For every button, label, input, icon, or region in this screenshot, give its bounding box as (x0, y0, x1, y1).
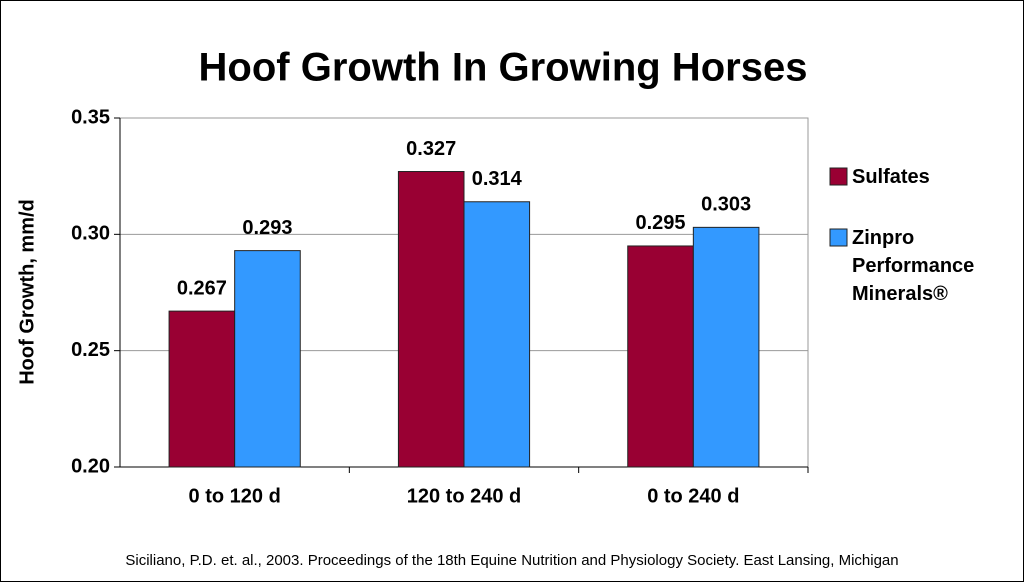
bar (692, 226, 760, 468)
bar (397, 171, 465, 468)
x-tick-label: 120 to 240 d (407, 485, 522, 507)
source-note: Siciliano, P.D. et. al., 2003. Proceedin… (125, 552, 898, 569)
value-label: 0.295 (636, 212, 686, 234)
y-tick-label: 0.35 (71, 106, 110, 128)
y-tick-label: 0.30 (71, 223, 110, 245)
value-label: 0.293 (242, 217, 292, 239)
y-axis-label: Hoof Growth, mm/d (16, 199, 38, 385)
bar (463, 201, 531, 468)
value-label: 0.327 (406, 138, 456, 160)
legend-label: Zinpro Performance Minerals® (852, 227, 975, 305)
x-tick-label: 0 to 120 d (189, 485, 281, 507)
legend-swatch (829, 228, 848, 247)
legend-entry: Zinpro Performance Minerals® (852, 227, 975, 305)
legend-label: Sulfates (852, 166, 930, 188)
bar (234, 250, 301, 468)
value-label: 0.314 (472, 168, 523, 190)
bar (168, 310, 236, 468)
value-label: 0.303 (701, 194, 751, 216)
chart-title: Hoof Growth In Growing Horses (199, 46, 808, 90)
legend-entry: Sulfates (852, 166, 930, 188)
y-tick-label: 0.20 (71, 455, 110, 477)
bar (627, 245, 694, 468)
y-tick-label: 0.25 (71, 339, 110, 361)
legend-swatch (829, 167, 848, 186)
x-tick-label: 0 to 240 d (647, 485, 739, 507)
value-label: 0.267 (177, 277, 227, 299)
